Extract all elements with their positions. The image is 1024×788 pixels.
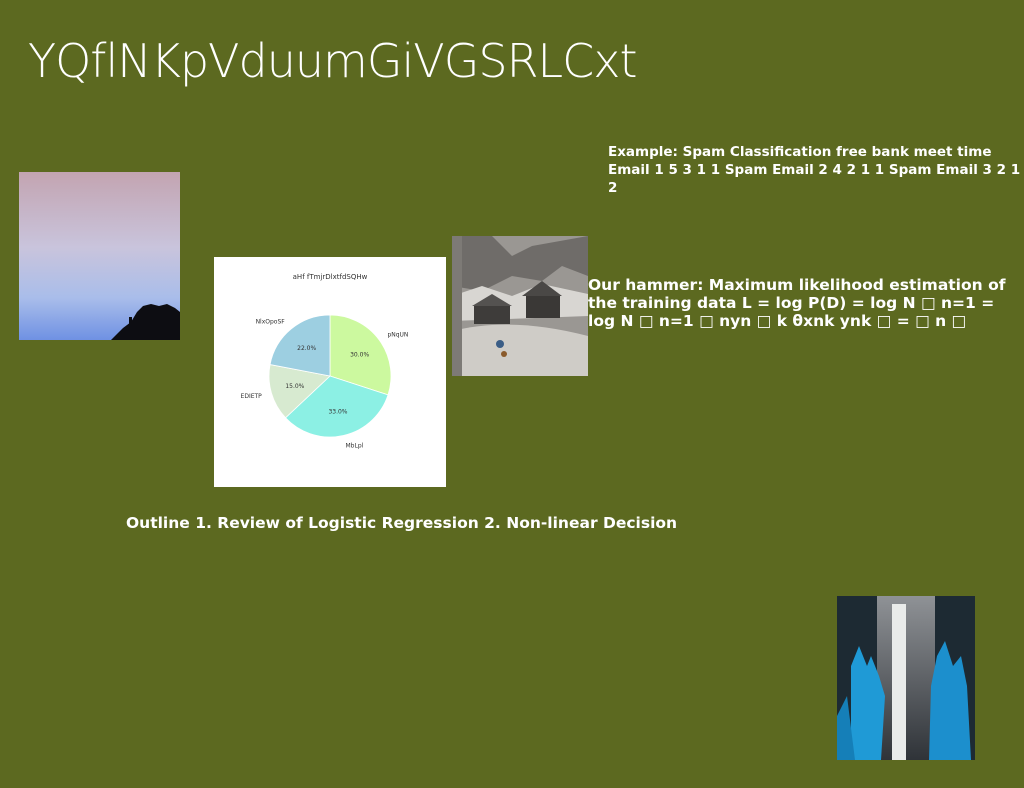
pie-category-label-2: EDIETP [241, 393, 263, 400]
pie-slice-1 [284, 375, 389, 438]
hammer-text: Our hammer: Maximum likelihood estimatio… [588, 276, 1006, 330]
pie-category-label-1: MbLpl [345, 442, 363, 449]
chart-title: aHf fTmjrDlxtfdSQHw [293, 273, 368, 281]
sky-photo [19, 172, 180, 340]
pie-slice-0 [329, 314, 392, 396]
slide-title: YQflNKpVduumGiVGSRLCxt [28, 34, 638, 88]
snow-village-painting [452, 236, 588, 376]
outline-text: Outline 1. Review of Logistic Regression… [126, 514, 678, 532]
pie-slice-2 [268, 364, 331, 419]
pie-pct-label-0: 30.0% [350, 351, 369, 358]
pie-pct-label-2: 15.0% [285, 383, 304, 390]
pie-pct-label-3: 22.0% [297, 345, 316, 352]
waterfall-forest-photo [837, 596, 975, 760]
pie-slice-3 [269, 314, 331, 377]
pie-category-label-0: pNqUN [387, 331, 408, 338]
pie-pct-label-1: 33.0% [328, 409, 347, 416]
pie-category-label-3: NlxOpoSF [256, 318, 286, 325]
spam-example-text: Example: Spam Classification free bank m… [608, 144, 1021, 196]
pie-chart: aHf fTmjrDlxtfdSQHw 30.0% pNqUN 33.0% MbLpl… [214, 257, 446, 487]
